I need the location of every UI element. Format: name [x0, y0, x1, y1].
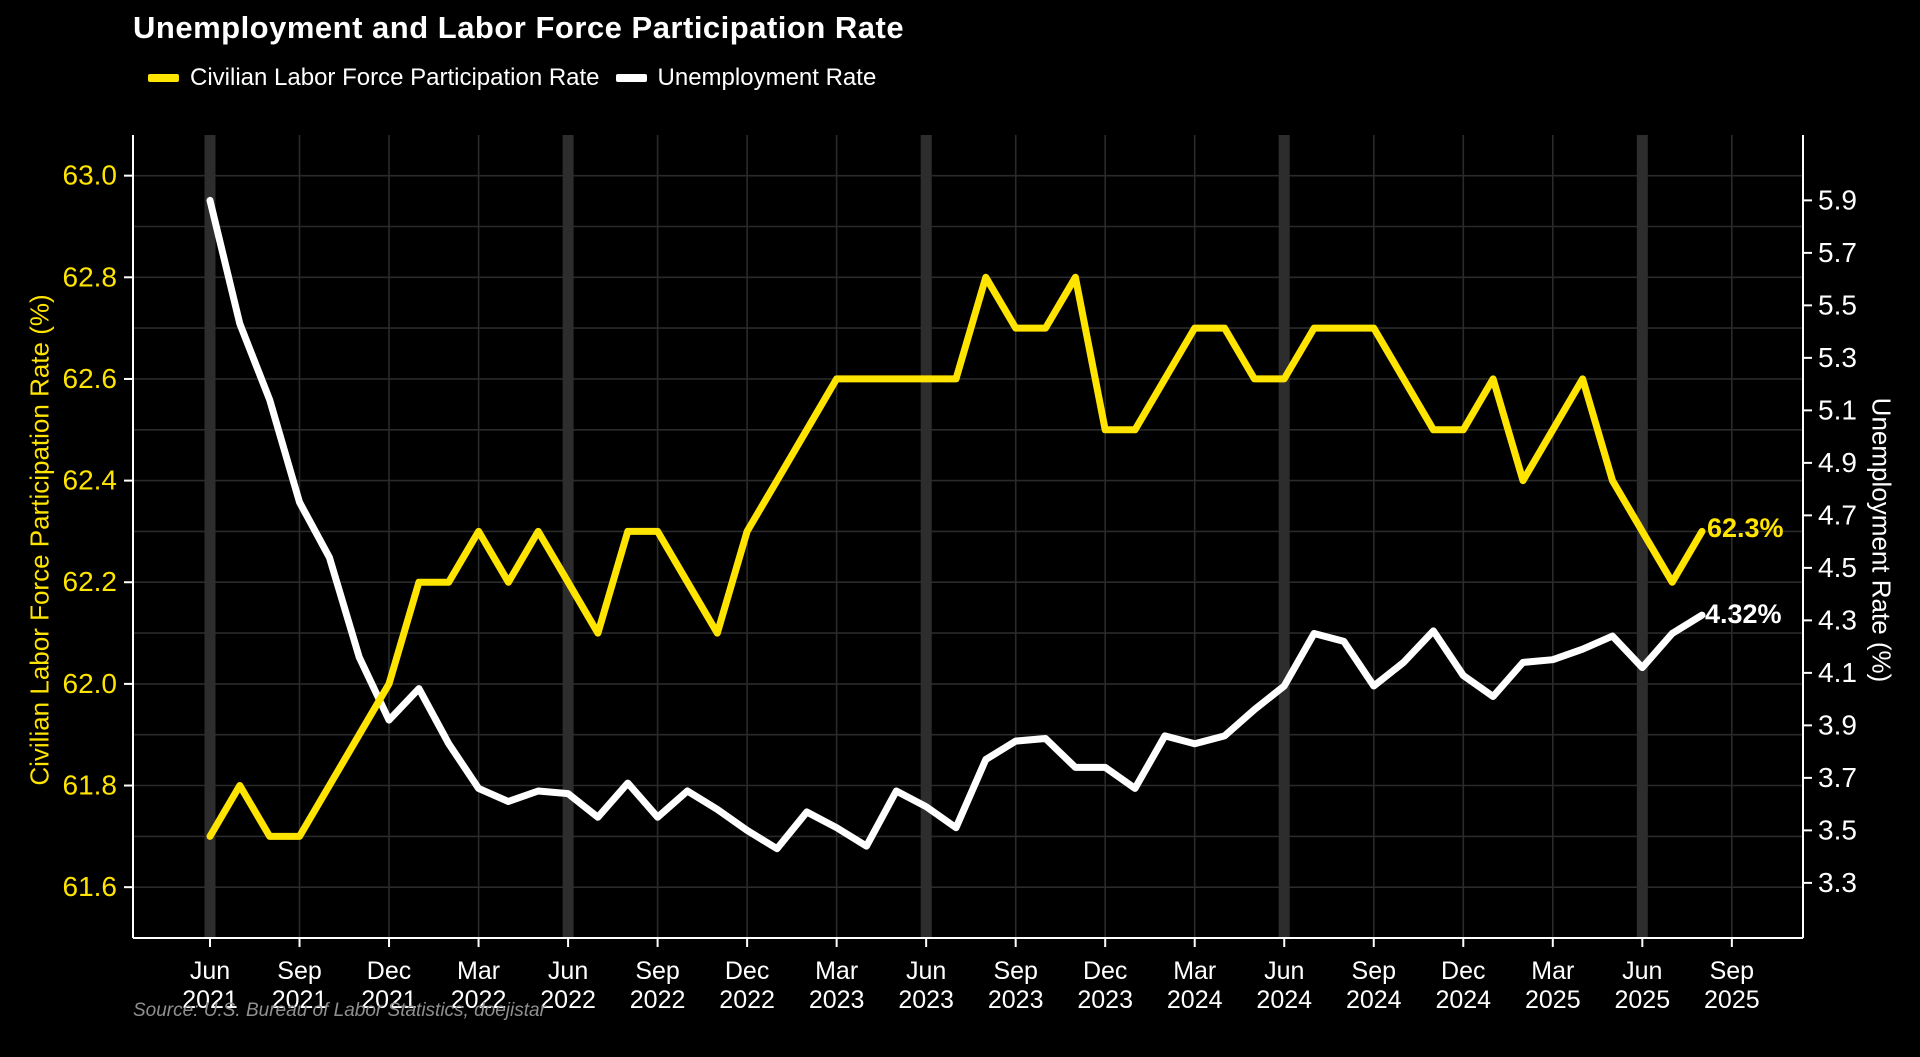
x-tick-label: Jun 2023: [898, 957, 954, 1014]
source-note: Source: U.S. Bureau of Labor Statistics,…: [133, 1000, 546, 1021]
x-tick-label: Sep 2021: [272, 957, 328, 1014]
x-tick-label: Mar 2025: [1525, 957, 1581, 1014]
right-tick-label: 3.9: [1818, 709, 1857, 740]
x-tick-label: Sep 2024: [1346, 957, 1402, 1014]
right-tick-label: 4.1: [1818, 657, 1857, 688]
lfpr-last-value-label: 62.3%: [1707, 513, 1784, 543]
page-title: Unemployment and Labor Force Participati…: [133, 10, 905, 45]
right-tick-label: 4.5: [1818, 552, 1857, 583]
lfpr-line: [206, 273, 1706, 840]
right-tick-label: 4.7: [1818, 499, 1857, 530]
right-tick-label: 5.5: [1818, 289, 1857, 320]
right-tick-label: 3.7: [1818, 762, 1857, 793]
left-tick-label: 62.6: [63, 363, 118, 394]
left-axis-title: Civilian Labor Force Participation Rate …: [24, 294, 55, 786]
x-tick-label: Jun 2025: [1615, 957, 1671, 1014]
right-tick-label: 5.9: [1818, 184, 1857, 215]
right-tick-label: 3.3: [1818, 867, 1857, 898]
x-tick-label: Mar 2022: [451, 957, 507, 1014]
left-tick-label: 61.8: [63, 770, 118, 801]
x-tick-label: Dec 2024: [1435, 957, 1491, 1014]
left-tick-label: 62.8: [63, 261, 118, 292]
unemployment-line: [206, 196, 1706, 853]
left-tick-label: 61.6: [63, 871, 118, 902]
right-tick-label: 5.7: [1818, 237, 1857, 268]
x-tick-label: Mar 2024: [1167, 957, 1223, 1014]
legend-item-unrate: Unemployment Rate: [615, 64, 877, 92]
lfpr-swatch-icon: [148, 74, 179, 82]
left-tick-label: 62.2: [63, 566, 118, 597]
right-tick-label: 5.1: [1818, 394, 1857, 425]
x-tick-label: Jun 2024: [1256, 957, 1312, 1014]
legend-label-lfpr: Civilian Labor Force Participation Rate: [190, 64, 600, 91]
x-tick-label: Mar 2023: [809, 957, 865, 1014]
x-tick-label: Jun 2022: [540, 957, 596, 1014]
x-tick-label: Sep 2022: [630, 957, 686, 1014]
right-tick-label: 3.5: [1818, 814, 1857, 845]
unrate-last-value-label: 4.32%: [1705, 599, 1782, 629]
right-axis-title: Unemployment Rate (%): [1866, 397, 1897, 683]
x-tick-label: Dec 2021: [361, 957, 417, 1014]
x-tick-label: Dec 2022: [719, 957, 775, 1014]
x-tick-label: Sep 2025: [1704, 957, 1760, 1014]
left-tick-label: 63.0: [63, 160, 118, 191]
right-tick-label: 4.3: [1818, 604, 1857, 635]
unrate-swatch-icon: [615, 74, 647, 82]
right-tick-label: 5.3: [1818, 342, 1857, 373]
legend-item-lfpr: Civilian Labor Force Participation Rate: [148, 64, 600, 92]
x-tick-label: Jun 2021: [182, 957, 238, 1014]
right-tick-label: 4.9: [1818, 447, 1857, 478]
legend-label-unrate: Unemployment Rate: [657, 64, 877, 91]
legend: Civilian Labor Force Participation Rate …: [148, 64, 876, 92]
x-tick-label: Dec 2023: [1077, 957, 1133, 1014]
left-tick-label: 62.4: [63, 465, 118, 496]
x-tick-label: Sep 2023: [988, 957, 1044, 1014]
left-tick-label: 62.0: [63, 668, 118, 699]
